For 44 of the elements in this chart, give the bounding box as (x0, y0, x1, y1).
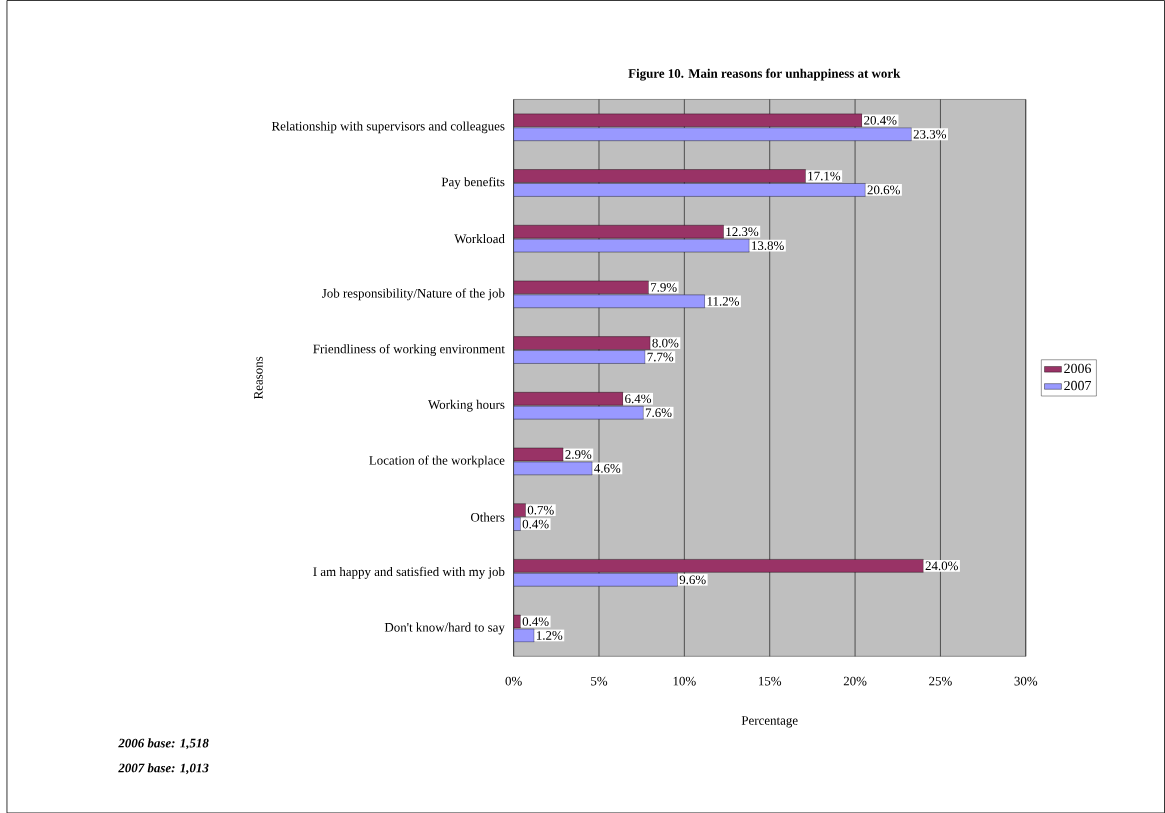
text: 2007 base: 1,013 (118, 763, 209, 774)
data-label: 11.2% (707, 296, 740, 306)
data-label: 20.4% (864, 115, 897, 125)
data-label: 9.6% (679, 575, 706, 584)
data-label: 7.9% (651, 282, 677, 292)
data-label: 6.4% (625, 394, 652, 403)
x-tick-label: 5% (591, 676, 608, 686)
x-tick-label: 20% (843, 676, 867, 686)
data-label: 20.6% (867, 185, 900, 195)
x-tick-label: 30% (1014, 676, 1038, 686)
data-label: 7.6% (645, 408, 672, 417)
data-label: 0.4% (522, 519, 549, 529)
data-label: 8.0% (652, 338, 679, 348)
x-tick-label: 15% (759, 676, 782, 686)
y-tick-label: Pay benefits (441, 176, 505, 189)
x-axis-title: Percentage (741, 716, 798, 728)
data-label: 1.2% (536, 630, 563, 640)
y-axis-title: Reasons (254, 356, 263, 399)
text: 2006 base: 1,518 (118, 738, 209, 750)
y-tick-label: Don't know/hard to say (384, 622, 505, 635)
y-tick-label: Relationship with supervisors and colleagues (271, 121, 505, 133)
y-tick-label: Others (470, 512, 505, 522)
x-tick-label: 0% (505, 676, 522, 686)
data-label: 4.6% (594, 463, 621, 473)
y-tick-label: Workload (454, 233, 505, 244)
y-tick-label: Job responsibility/Nature of the job (322, 288, 505, 301)
legend-label: 2007 (1064, 380, 1092, 391)
y-tick-label: Friendliness of working environment (313, 343, 505, 356)
data-label: 13.8% (752, 241, 784, 250)
data-label: 2.9% (565, 449, 592, 459)
y-tick-label: I am happy and satisfied with my job (313, 566, 505, 579)
data-label: 7.7% (647, 352, 674, 362)
data-label: 12.3% (726, 227, 759, 236)
y-tick-label: Location of the workplace (369, 455, 505, 468)
data-label: 17.1% (808, 171, 841, 181)
legend-label: 2006 (1064, 363, 1092, 373)
data-label: 23.3% (913, 129, 947, 139)
data-label: 0.4% (522, 616, 549, 626)
data-label: 24.0% (925, 561, 958, 571)
x-tick-label: 10% (673, 676, 696, 686)
chart-title: Figure 10. Main reasons for unhappiness at work (628, 68, 901, 81)
x-tick-label: 25% (929, 676, 952, 686)
y-tick-label: Working hours (428, 399, 505, 412)
data-label: 0.7% (527, 505, 554, 515)
